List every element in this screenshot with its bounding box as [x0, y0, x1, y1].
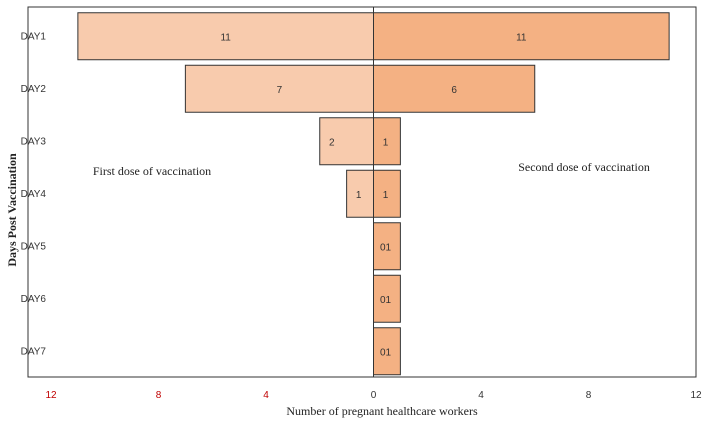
bar-right-day6 — [373, 274, 401, 323]
value-label-left-day1: 11 — [220, 32, 231, 43]
x-tick-pos0: 0 — [371, 390, 377, 401]
bar-right-day3 — [373, 117, 401, 166]
x-tick-pos12: 12 — [690, 390, 702, 401]
bar-left-day3 — [319, 117, 374, 166]
category-labels: DAY1 DAY2 DAY3 DAY4 DAY5 DAY6 DAY7 — [21, 31, 47, 357]
value-label-right-day4: 1 — [383, 190, 389, 201]
y-axis-title: Days Post Vaccination — [5, 153, 19, 267]
category-label-day2: DAY2 — [21, 84, 47, 95]
x-tick-pos8: 8 — [586, 390, 592, 401]
x-tick-labels: 12 8 4 0 4 8 12 — [45, 390, 702, 401]
value-label-right-day5: 01 — [380, 242, 392, 253]
right-annotation: Second dose of vaccination — [518, 160, 650, 174]
value-label-right-day6: 01 — [380, 295, 392, 306]
x-tick-neg8: 8 — [156, 390, 162, 401]
category-label-day5: DAY5 — [21, 241, 47, 252]
bar-right-day4 — [373, 169, 401, 218]
x-tick-pos4: 4 — [478, 390, 484, 401]
bar-right-day1 — [373, 12, 670, 61]
bar-right-day2 — [373, 64, 536, 113]
value-label-left-day4: 1 — [356, 190, 362, 201]
plot-frame — [27, 6, 697, 378]
category-label-day4: DAY4 — [21, 189, 47, 200]
value-label-right-day7: 01 — [380, 347, 392, 358]
bar-left-day1 — [77, 12, 374, 61]
bar-right-day7 — [373, 327, 401, 376]
left-annotation: First dose of vaccination — [93, 164, 211, 178]
x-tick-neg12: 12 — [45, 390, 57, 401]
bar-left-day2 — [184, 64, 374, 113]
x-axis-title: Number of pregnant healthcare workers — [286, 404, 478, 418]
category-label-day7: DAY7 — [21, 346, 47, 357]
bar-left-day4 — [346, 169, 374, 218]
value-label-right-day1: 11 — [516, 32, 527, 43]
value-label-left-day3: 2 — [329, 137, 335, 148]
value-label-right-day2: 6 — [451, 85, 457, 96]
x-tick-neg4: 4 — [263, 390, 269, 401]
value-label-left-day2: 7 — [277, 85, 283, 96]
bar-right-day5 — [373, 222, 401, 271]
category-label-day3: DAY3 — [21, 136, 47, 147]
category-label-day1: DAY1 — [21, 31, 47, 42]
category-label-day6: DAY6 — [21, 294, 47, 305]
value-label-right-day3: 1 — [383, 137, 389, 148]
